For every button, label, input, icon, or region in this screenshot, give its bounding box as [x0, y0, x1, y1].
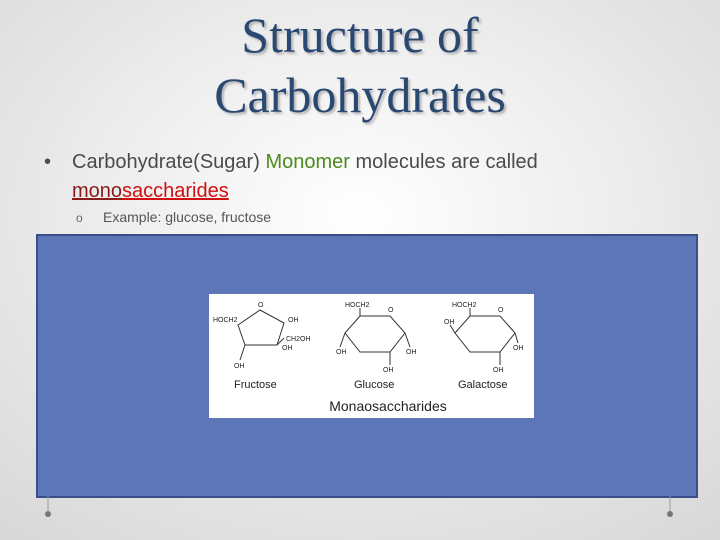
atom: OH — [288, 317, 299, 324]
atom: OH — [493, 367, 504, 374]
term-prefix: mono — [72, 180, 122, 202]
figure-caption: Monaosaccharides — [329, 398, 447, 414]
title-line: Carbohydrates — [214, 67, 506, 123]
structure-name: Fructose — [234, 379, 277, 391]
bond — [449, 324, 456, 334]
atom: OH — [383, 367, 394, 374]
atom: OH — [444, 319, 455, 326]
bond — [339, 332, 346, 348]
text-run: molecules are called — [350, 151, 538, 173]
highlight: Monomer — [265, 151, 350, 173]
decoration — [45, 496, 673, 517]
atom: HOCH2 — [213, 317, 238, 324]
sub-bullet-marker: o — [76, 211, 83, 225]
title-line: Structure of — [241, 7, 479, 63]
atom: OH — [234, 363, 245, 370]
atom: OH — [282, 345, 293, 352]
structure-name: Galactose — [458, 379, 508, 391]
atom: HOCH2 — [345, 302, 370, 309]
bullet-dot: • — [44, 151, 51, 173]
sub-bullet-text: Example: glucose, fructose — [103, 209, 271, 225]
bullet-text: Carbohydrate(Sugar) Monomer molecules ar… — [72, 151, 538, 173]
bond — [514, 332, 519, 344]
bond — [404, 332, 411, 348]
structure-name: Glucose — [354, 379, 394, 391]
term-root: saccharides — [122, 180, 229, 202]
atom: OH — [513, 345, 524, 352]
ring — [237, 309, 285, 346]
text-run: Carbohydrate(Sugar) — [72, 151, 265, 173]
atom: O — [498, 307, 504, 314]
atom: OH — [406, 349, 417, 356]
figure — [209, 294, 534, 418]
atom: O — [258, 302, 264, 309]
bond — [276, 337, 285, 346]
atom: O — [388, 307, 394, 314]
bullet-text: monosaccharides — [72, 180, 229, 202]
bond — [239, 344, 246, 361]
atom: HOCH2 — [452, 302, 477, 309]
atom: OH — [336, 349, 347, 356]
atom: CH2OH — [286, 336, 311, 343]
